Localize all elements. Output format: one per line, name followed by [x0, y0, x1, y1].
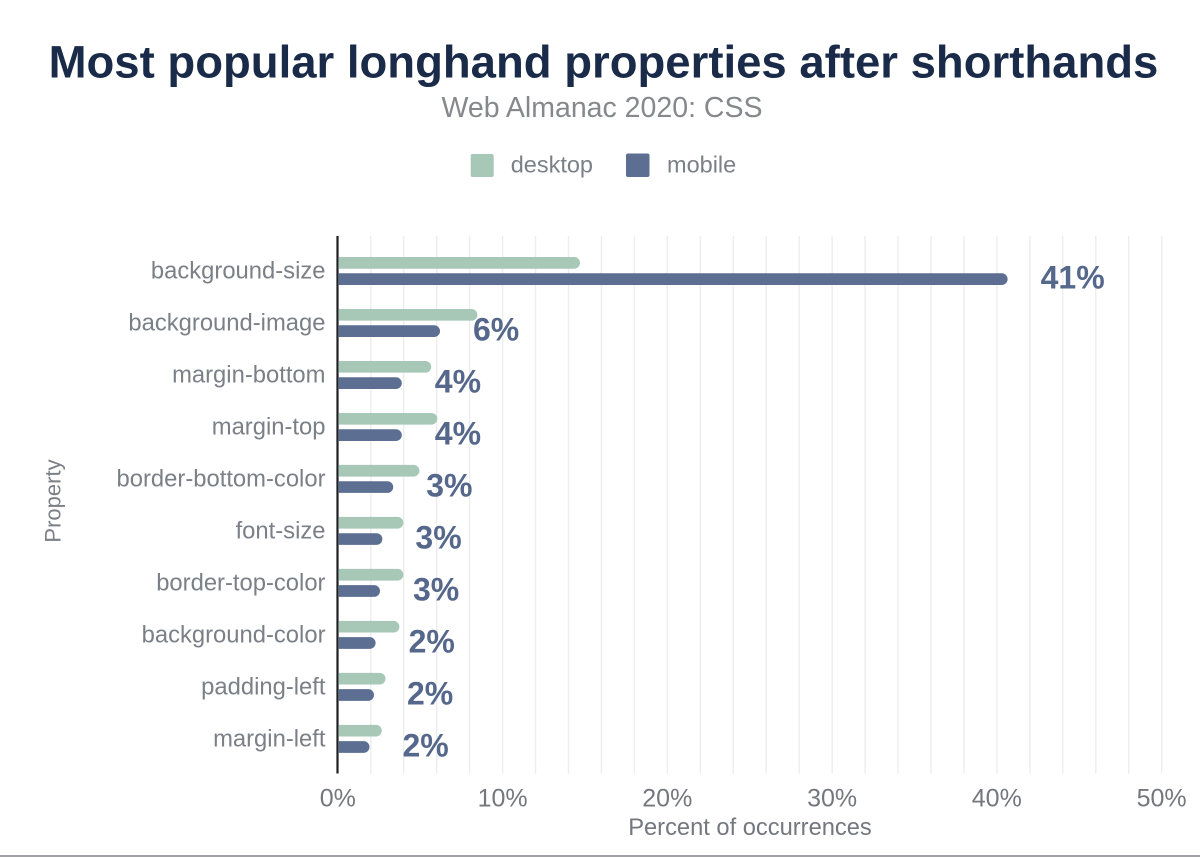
svg-text:border-bottom-color: border-bottom-color [117, 465, 326, 492]
svg-text:2%: 2% [409, 623, 455, 659]
svg-text:Percent of occurrences: Percent of occurrences [628, 815, 872, 841]
svg-text:41%: 41% [1041, 260, 1105, 296]
svg-text:40%: 40% [972, 785, 1022, 813]
svg-text:background-size: background-size [151, 258, 326, 285]
svg-text:4%: 4% [435, 364, 481, 400]
svg-text:background-image: background-image [128, 309, 325, 336]
svg-text:Most popular longhand properti: Most popular longhand properties after s… [49, 37, 1159, 88]
svg-text:border-top-color: border-top-color [156, 569, 325, 596]
svg-text:50%: 50% [1137, 785, 1187, 813]
svg-text:desktop: desktop [511, 152, 593, 178]
svg-text:margin-bottom: margin-bottom [172, 361, 325, 388]
svg-text:margin-top: margin-top [212, 413, 326, 440]
svg-text:4%: 4% [435, 416, 481, 452]
svg-text:30%: 30% [807, 785, 857, 813]
svg-text:margin-left: margin-left [213, 725, 326, 752]
svg-text:10%: 10% [478, 785, 528, 813]
svg-text:background-color: background-color [142, 621, 326, 648]
svg-text:3%: 3% [413, 571, 459, 607]
svg-text:0%: 0% [320, 785, 356, 813]
svg-text:mobile: mobile [667, 152, 736, 178]
svg-text:3%: 3% [415, 520, 461, 556]
svg-text:2%: 2% [403, 727, 449, 763]
svg-text:2%: 2% [407, 675, 453, 711]
svg-text:3%: 3% [426, 468, 472, 504]
svg-text:Web Almanac 2020: CSS: Web Almanac 2020: CSS [441, 92, 762, 124]
svg-text:Property: Property [41, 459, 66, 542]
svg-text:padding-left: padding-left [201, 673, 326, 700]
svg-text:20%: 20% [642, 785, 692, 813]
svg-text:6%: 6% [473, 312, 519, 348]
svg-text:font-size: font-size [236, 517, 326, 544]
